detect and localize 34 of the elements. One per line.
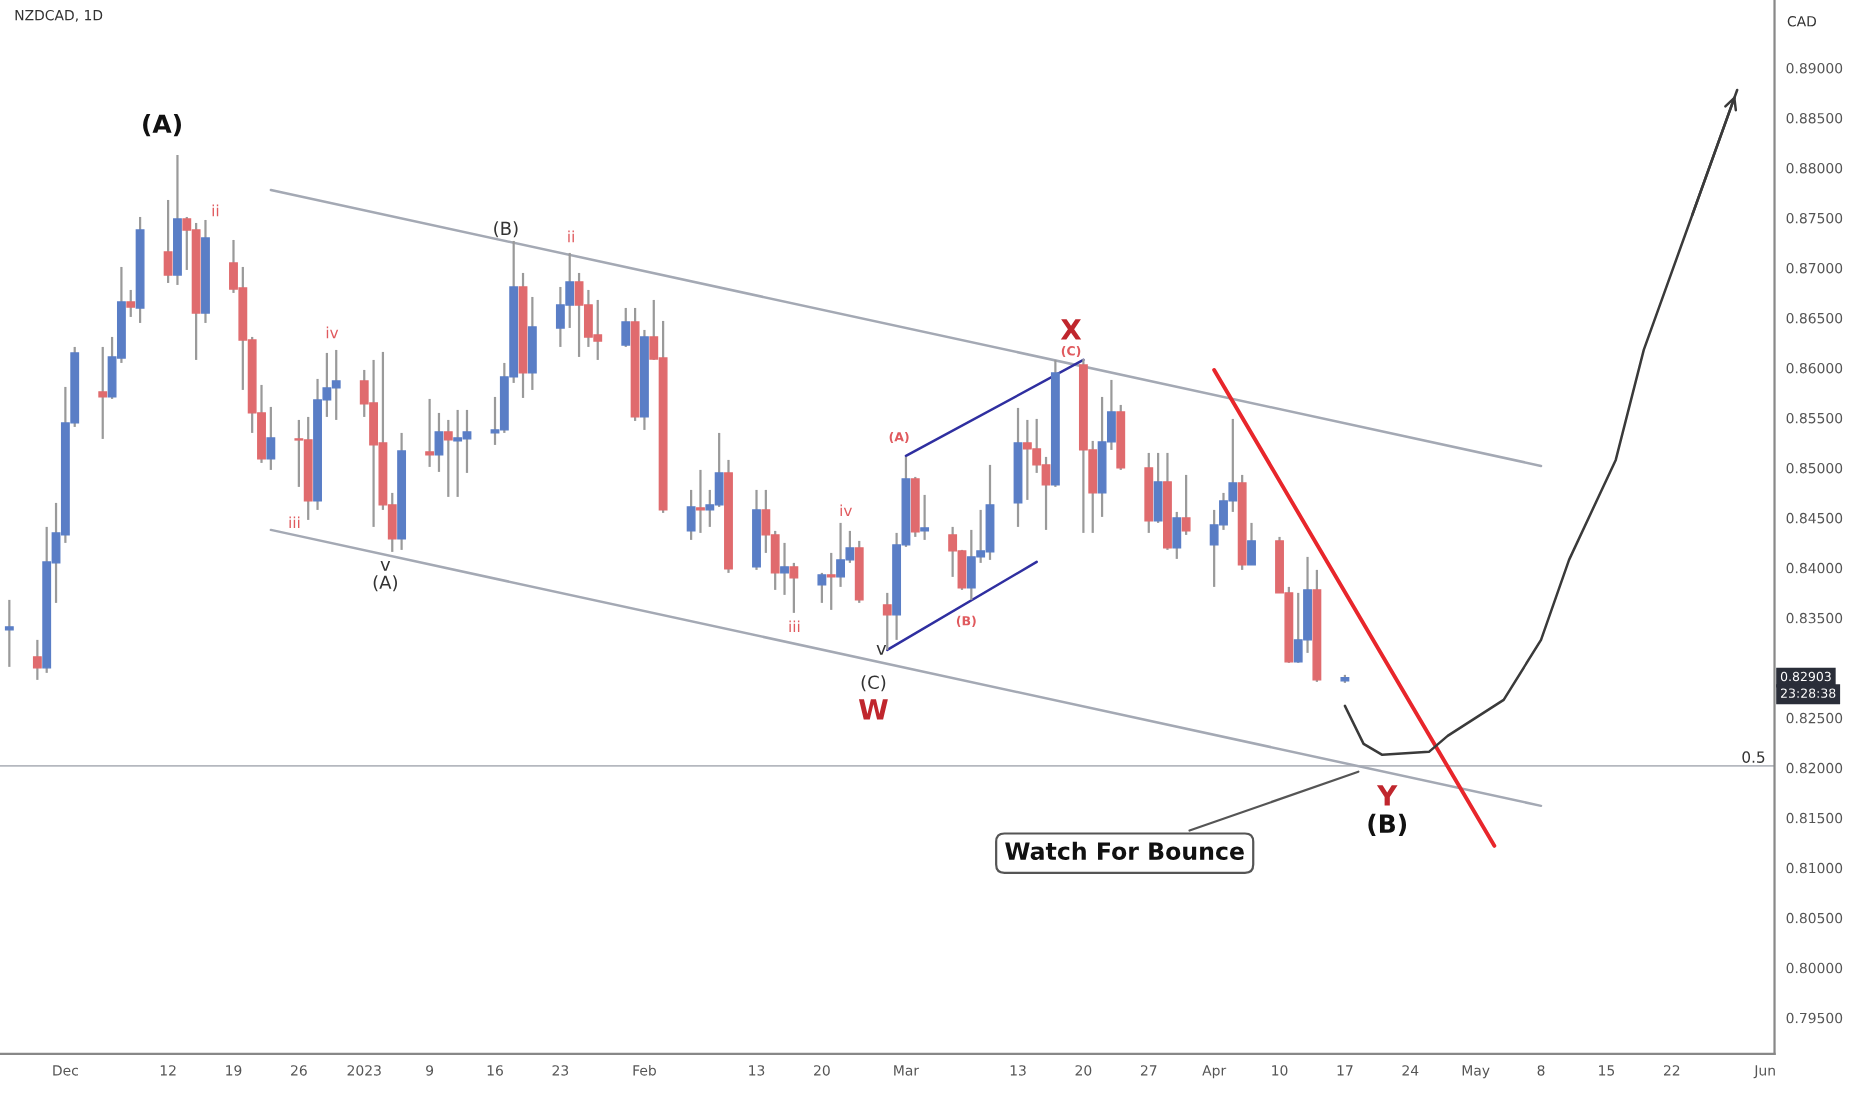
candlestick [696, 468, 705, 535]
annotation: (B) [494, 221, 518, 238]
candlestick [425, 397, 435, 469]
candlestick [527, 295, 537, 392]
candlestick [817, 571, 827, 604]
candlestick [780, 541, 789, 596]
candlestick [1172, 510, 1182, 560]
candlestick [32, 638, 42, 681]
annotation: v [380, 561, 391, 571]
annotation: (A) [143, 113, 181, 137]
candlestick [434, 411, 444, 474]
candlestick [453, 408, 463, 499]
annotation: Y [1376, 785, 1398, 806]
candlestick [266, 405, 276, 472]
candlestick [126, 288, 136, 319]
annotation: (B) [1368, 813, 1407, 837]
candlestick [920, 493, 930, 542]
candlestick [882, 591, 892, 651]
line-series [1343, 88, 1739, 757]
candlestick [621, 306, 631, 349]
candlestick [163, 198, 173, 285]
candlestick [1181, 473, 1191, 537]
candlestick [98, 345, 108, 441]
candlestick [1153, 451, 1163, 525]
candlestick [4, 598, 14, 668]
annotation: W [858, 699, 888, 720]
annotation: (A) [373, 575, 398, 592]
candlestick [443, 418, 453, 499]
candlestick [826, 551, 836, 611]
annotation: Watch For Bounce [1005, 841, 1244, 861]
annotation: v [876, 644, 887, 655]
candlestick [1247, 521, 1256, 566]
annotation: X [1060, 319, 1082, 340]
annotation: (C) [861, 675, 886, 692]
